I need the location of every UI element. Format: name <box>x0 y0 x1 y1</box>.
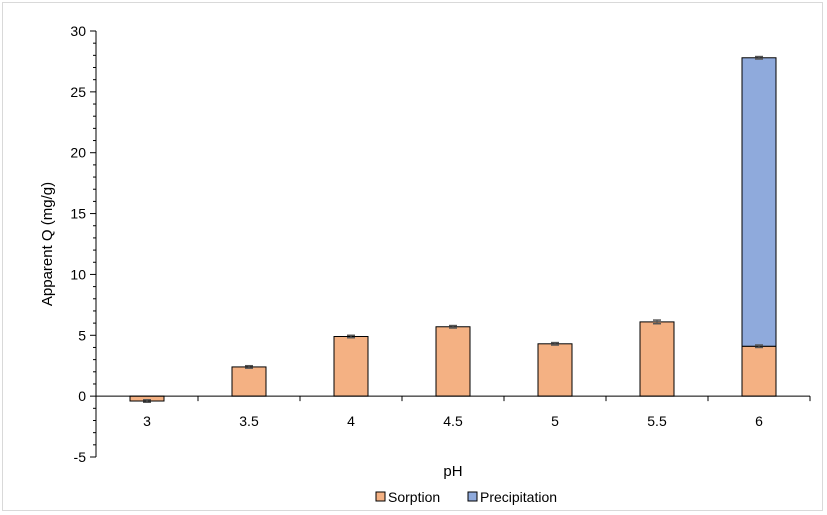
y-axis-label: Apparent Q (mg/g) <box>39 182 56 306</box>
x-tick-label: 5 <box>551 413 559 429</box>
y-tick-label: 20 <box>70 145 86 161</box>
y-tick-label: 5 <box>78 327 86 343</box>
bar-precipitation-6 <box>741 57 777 347</box>
x-tick-label: 3 <box>143 413 151 429</box>
bar-sorption-5.5 <box>639 321 675 397</box>
x-tick-label: 6 <box>755 413 763 429</box>
x-tick-label: 5.5 <box>647 413 667 429</box>
error-bars-group <box>143 55 763 403</box>
axes-group <box>95 31 810 457</box>
y-tick-label: -5 <box>74 449 87 465</box>
bar-sorption-4 <box>333 336 369 397</box>
legend-swatch-sorption <box>375 491 386 502</box>
y-tick-label: 10 <box>70 266 86 282</box>
legend-swatch-precipitation <box>467 491 478 502</box>
y-tick-label: 30 <box>70 23 86 39</box>
x-tick-label: 4 <box>347 413 355 429</box>
y-tick-label: 25 <box>70 84 86 100</box>
x-tick-label: 3.5 <box>239 413 259 429</box>
legend-label-sorption: Sorption <box>388 489 440 505</box>
legend-label-precipitation: Precipitation <box>480 489 557 505</box>
legend: Sorption Precipitation <box>375 489 557 505</box>
x-ticks-group: 3 3.5 4 4.5 5 5.5 6 <box>95 396 811 429</box>
bar-sorption-4.5 <box>435 326 471 397</box>
x-tick-label: 4.5 <box>443 413 463 429</box>
x-axis-label: pH <box>443 463 462 480</box>
y-tick-label: 0 <box>78 388 86 404</box>
y-ticks-group: -5 0 5 10 15 20 25 30 <box>70 23 96 465</box>
bars-group <box>129 57 777 402</box>
y-tick-label: 15 <box>70 206 86 222</box>
bar-sorption-5 <box>537 343 573 397</box>
bar-sorption-3.5 <box>231 366 267 397</box>
bar-sorption-6 <box>741 345 777 397</box>
